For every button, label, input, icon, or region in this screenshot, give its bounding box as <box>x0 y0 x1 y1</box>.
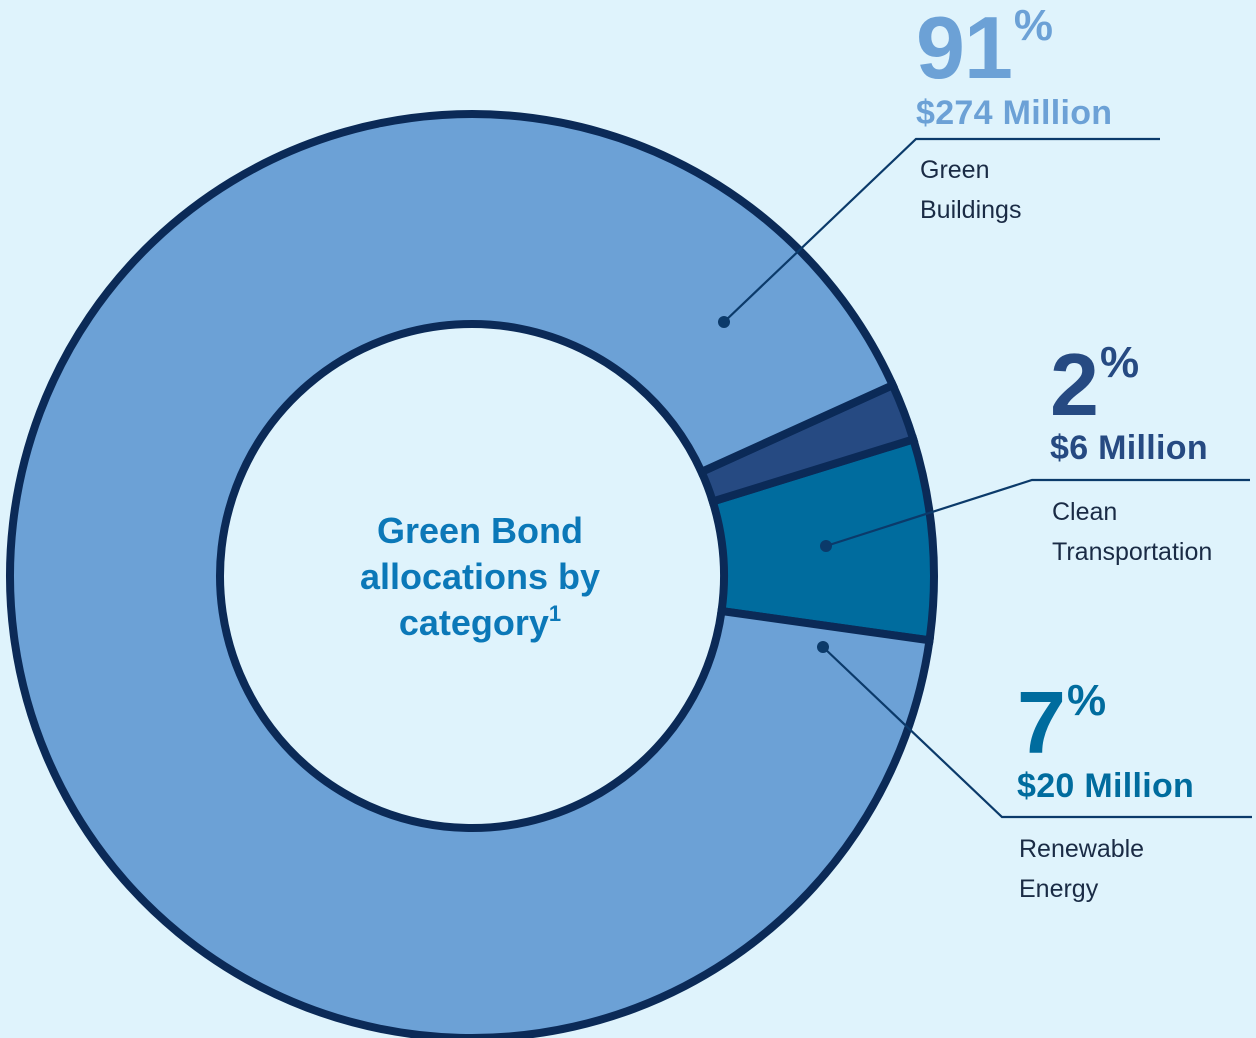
percent-sign: % <box>1099 338 1140 387</box>
percent-value: 7 <box>1017 673 1066 772</box>
center-title-line1: Green Bond <box>376 510 583 551</box>
category-label-line2: Transportation <box>1052 538 1213 566</box>
center-title-line3: category1 <box>300 600 660 646</box>
category-clean-transportation: Clean Transportation <box>1052 492 1212 572</box>
percent-green-buildings: 91% <box>916 4 1112 92</box>
footnote-marker: 1 <box>548 601 562 626</box>
callout-clean-transportation: 2% $6 Million <box>1050 341 1208 467</box>
category-label-line1: Clean <box>1052 498 1118 526</box>
category-label-line2: Buildings <box>920 196 1022 224</box>
donut-slices <box>6 110 938 1038</box>
leader-dot-green-buildings <box>718 316 730 328</box>
percent-clean-transportation: 2% <box>1050 341 1208 429</box>
leader-dot-renewable-energy <box>817 641 829 653</box>
leader-line-clean-transportation <box>825 478 1250 548</box>
center-title-category: category <box>398 602 549 643</box>
percent-value: 2 <box>1050 335 1099 434</box>
percent-sign: % <box>1013 1 1054 50</box>
chart-center-title: Green Bond allocations by category1 <box>300 508 660 646</box>
category-label-line2: Energy <box>1019 875 1099 903</box>
leader-line-renewable-energy <box>822 646 1252 819</box>
amount-renewable-energy: $20 Million <box>1017 767 1195 805</box>
center-title-line2: allocations by <box>359 556 601 597</box>
amount-clean-transportation: $6 Million <box>1050 429 1208 467</box>
category-label-line1: Green <box>920 156 990 184</box>
leader-lines <box>718 137 1252 819</box>
category-renewable-energy: Renewable Energy <box>1019 829 1144 909</box>
callout-green-buildings: 91% $274 Million <box>916 4 1113 132</box>
percent-value: 91 <box>916 0 1013 97</box>
callout-renewable-energy: 7% $20 Million <box>1017 679 1195 805</box>
percent-renewable-energy: 7% <box>1017 679 1194 767</box>
slice-green-buildings <box>6 110 935 1038</box>
leader-line-green-buildings <box>723 137 1160 323</box>
category-label-line1: Renewable <box>1019 835 1145 863</box>
category-green-buildings: Green Buildings <box>920 150 1021 230</box>
leader-dot-clean-transportation <box>820 540 832 552</box>
percent-sign: % <box>1066 676 1107 725</box>
amount-green-buildings: $274 Million <box>916 94 1113 132</box>
